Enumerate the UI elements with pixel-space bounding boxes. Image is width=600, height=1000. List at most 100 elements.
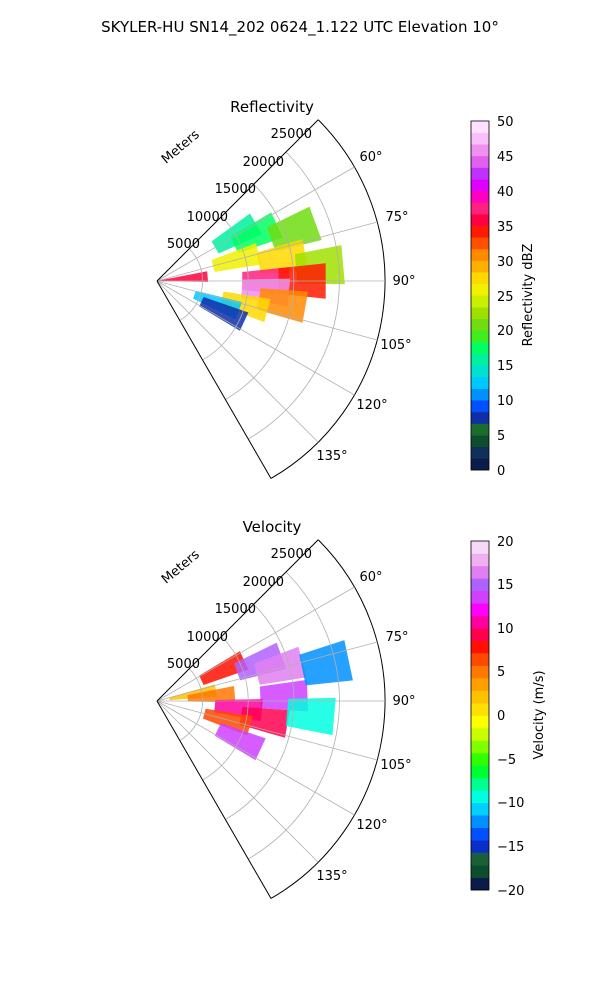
range-tick: 10000: [187, 210, 228, 225]
reflectivity-panel: Reflectivity Meters 5000 10000 15000 200…: [156, 98, 536, 479]
colorbar-swatch: [471, 541, 489, 554]
colorbar-swatch: [471, 790, 489, 804]
range-tick: 15000: [215, 182, 256, 197]
colorbar-swatch: [471, 376, 489, 389]
velocity-panel: Velocity Meters 5000 10000 15000 20000 2…: [156, 518, 547, 899]
colorbar-swatch: [471, 690, 489, 704]
velocity-colorbar-ticks: −20 −15 −10 −5 0 5 10 15 20: [497, 535, 524, 899]
colorbar-swatch: [471, 237, 489, 250]
range-ring: [202, 636, 249, 781]
sector-edge: [156, 280, 272, 479]
colorbar-swatch: [471, 553, 489, 567]
colorbar-swatch: [471, 260, 489, 273]
colorbar-swatch: [471, 752, 489, 766]
azimuth-gridline: [156, 280, 378, 341]
colorbar-swatch: [471, 179, 489, 192]
colorbar-tick: 40: [497, 185, 514, 200]
colorbar-swatch: [471, 727, 489, 741]
azimuth-tick: 105°: [380, 338, 411, 353]
colorbar-tick: 10: [497, 394, 514, 409]
colorbar-swatch: [471, 225, 489, 238]
range-tick: 25000: [271, 547, 312, 562]
azimuth-tick: 120°: [356, 398, 387, 413]
colorbar-tick: 50: [497, 115, 514, 130]
sector-edge: [156, 539, 319, 702]
reflectivity-data: [160, 206, 345, 331]
data-cell: [239, 706, 290, 738]
colorbar-tick: 10: [497, 622, 514, 637]
azimuth-gridline: [156, 641, 378, 702]
azimuth-tick: 135°: [316, 869, 347, 884]
azimuth-tick: 90°: [392, 274, 415, 289]
colorbar-tick: 25: [497, 290, 514, 305]
azimuth-tick: 105°: [380, 758, 411, 773]
azimuth-gridline: [156, 280, 319, 443]
colorbar-swatch: [471, 665, 489, 679]
colorbar-swatch: [471, 272, 489, 285]
data-cell: [256, 239, 309, 274]
velocity-colorbar-swatches: [471, 541, 489, 891]
colorbar-swatch: [471, 155, 489, 168]
colorbar-swatch: [471, 715, 489, 729]
azimuth-tick: 60°: [359, 570, 382, 585]
colorbar-swatch: [471, 132, 489, 145]
colorbar-swatch: [471, 578, 489, 592]
reflectivity-colorbar-swatches: [471, 121, 489, 471]
colorbar-swatch: [471, 565, 489, 579]
range-tick: 10000: [187, 630, 228, 645]
data-cell: [214, 722, 266, 761]
colorbar-swatch: [471, 458, 489, 471]
reflectivity-colorbar-ticks: 0 5 10 15 20 25 30 35 40 45 50: [497, 115, 514, 479]
colorbar-tick: 30: [497, 255, 514, 270]
colorbar-swatch: [471, 802, 489, 816]
figure-title: SKYLER-HU SN14_202 0624_1.122 UTC Elevat…: [101, 18, 499, 37]
colorbar-tick: −20: [497, 884, 524, 899]
colorbar-swatch: [471, 603, 489, 617]
colorbar-tick: −15: [497, 840, 524, 855]
colorbar-swatch: [471, 121, 489, 133]
outer-boundary: [270, 119, 386, 479]
colorbar-swatch: [471, 295, 489, 308]
range-tick: 20000: [243, 155, 284, 170]
colorbar-swatch: [471, 852, 489, 866]
data-cell: [256, 288, 309, 323]
velocity-colorbar: −20 −15 −10 −5 0 5 10 15 20 Velocity (m/…: [470, 535, 547, 899]
colorbar-tick: 45: [497, 150, 514, 165]
colorbar-swatch: [471, 640, 489, 654]
azimuth-gridline: [156, 700, 355, 816]
range-ring: [247, 151, 340, 440]
azimuth-gridline: [156, 221, 378, 282]
reflectivity-colorbar: 0 5 10 15 20 25 30 35 40 45 50 Reflectiv…: [470, 115, 536, 479]
colorbar-swatch: [471, 248, 489, 261]
colorbar-swatch: [471, 423, 489, 436]
range-tick: 25000: [271, 127, 312, 142]
colorbar-swatch: [471, 202, 489, 215]
colorbar-swatch: [471, 167, 489, 180]
range-ring: [247, 571, 340, 860]
data-cell: [160, 271, 209, 282]
data-cell: [211, 243, 262, 272]
range-ring: [179, 668, 203, 741]
colorbar-tick: 5: [497, 665, 505, 680]
reflectivity-range-ticks: 5000 10000 15000 20000 25000: [167, 127, 312, 252]
colorbar-swatch: [471, 144, 489, 157]
colorbar-swatch: [471, 283, 489, 296]
data-cell: [285, 697, 336, 736]
velocity-azimuth-ticks: 60° 75° 90° 105° 120° 135°: [316, 570, 415, 884]
data-cell: [199, 297, 249, 331]
colorbar-swatch: [471, 765, 489, 779]
colorbar-tick: 35: [497, 220, 514, 235]
data-cell: [230, 212, 283, 254]
colorbar-tick: 5: [497, 429, 505, 444]
colorbar-swatch: [471, 388, 489, 401]
data-cell: [299, 640, 353, 686]
colorbar-swatch: [471, 590, 489, 604]
colorbar-swatch: [471, 342, 489, 354]
data-cell: [199, 651, 249, 685]
colorbar-swatch: [471, 400, 489, 413]
colorbar-tick: 15: [497, 578, 514, 593]
azimuth-gridline: [156, 700, 319, 863]
colorbar-swatch: [471, 353, 489, 366]
range-ring: [179, 248, 203, 321]
